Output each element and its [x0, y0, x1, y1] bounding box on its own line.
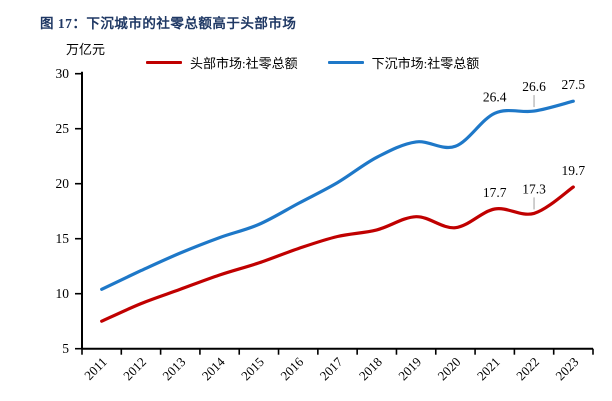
chart-legend: 头部市场:社零总额 下沉市场:社零总额: [146, 53, 479, 72]
x-tick-label: 2015: [238, 354, 267, 383]
x-tick-label: 2023: [552, 354, 581, 383]
legend-label: 头部市场:社零总额: [190, 56, 298, 71]
data-point-label: 26.6: [522, 79, 546, 94]
y-tick-label: 5: [62, 341, 69, 356]
data-point-label: 17.3: [522, 181, 546, 196]
x-tick-label: 2014: [199, 354, 228, 383]
y-tick-label: 15: [56, 231, 70, 246]
series-line-1: [100, 99, 575, 291]
x-tick-label: 2013: [159, 354, 188, 383]
y-tick-label: 25: [56, 121, 70, 136]
legend-label: 下沉市场:社零总额: [371, 56, 480, 71]
x-tick-label: 2019: [395, 354, 424, 383]
legend-line-swatch: [327, 60, 364, 65]
x-tick-label: 2016: [277, 354, 306, 383]
data-point-label: 17.7: [483, 185, 507, 200]
y-axis-unit-label: 万亿元: [66, 42, 106, 57]
legend-line-swatch: [146, 60, 182, 65]
data-point-label: 19.7: [562, 163, 586, 178]
x-tick-label: 2012: [120, 354, 149, 383]
y-tick-label: 20: [56, 176, 70, 191]
figure-title: 图 17：下沉城市的社零总额高于头部市场: [40, 16, 297, 31]
legend-item-0: 头部市场:社零总额: [146, 53, 298, 72]
legend-item-1: 下沉市场:社零总额: [327, 53, 480, 72]
y-tick-label: 30: [56, 66, 70, 81]
data-point-label: 27.5: [562, 77, 586, 92]
series-line-0: [100, 185, 575, 323]
x-tick-label: 2011: [81, 354, 110, 383]
x-tick-label: 2022: [513, 354, 542, 383]
x-tick-label: 2017: [317, 354, 346, 383]
y-tick-label: 10: [56, 286, 70, 301]
x-tick-label: 2021: [474, 354, 503, 383]
x-tick-label: 2018: [356, 354, 385, 383]
data-point-label: 26.4: [483, 89, 507, 104]
x-tick-label: 2020: [435, 354, 464, 383]
